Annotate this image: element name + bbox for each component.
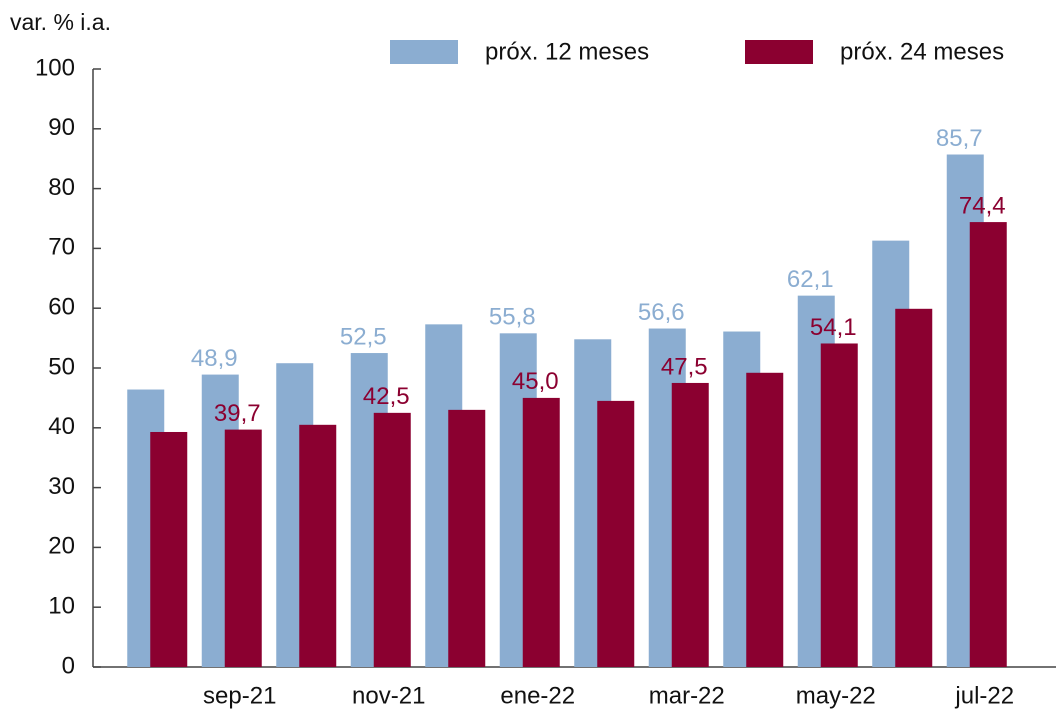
legend-label: próx. 12 meses <box>485 38 649 65</box>
y-tick-label: 40 <box>48 413 75 440</box>
data-label: 39,7 <box>214 400 261 427</box>
x-tick-label: nov-21 <box>352 682 425 709</box>
y-tick-label: 30 <box>48 473 75 500</box>
y-tick-label: 0 <box>62 652 75 679</box>
data-label: 42,5 <box>363 383 410 410</box>
x-tick-label: sep-21 <box>203 682 276 709</box>
data-label: 47,5 <box>661 353 708 380</box>
bar <box>895 308 933 667</box>
bar <box>597 400 635 667</box>
x-tick-label: jul-22 <box>954 682 1014 709</box>
y-tick-label: 100 <box>35 54 75 81</box>
data-label: 56,6 <box>638 299 685 326</box>
x-tick-label: may-22 <box>796 682 876 709</box>
y-tick-label: 50 <box>48 353 75 380</box>
data-label: 74,4 <box>959 192 1006 219</box>
bar <box>522 397 560 667</box>
x-tick-label: ene-22 <box>500 682 575 709</box>
legend-label: próx. 24 meses <box>840 38 1004 65</box>
data-label: 62,1 <box>787 266 834 293</box>
y-tick-label: 10 <box>48 593 75 620</box>
bar <box>373 412 411 667</box>
data-label: 85,7 <box>936 125 983 152</box>
bar <box>448 409 486 667</box>
bar <box>746 372 784 667</box>
y-tick-label: 90 <box>48 114 75 141</box>
legend-swatch <box>390 40 458 64</box>
x-tick-label: mar-22 <box>649 682 725 709</box>
data-label: 55,8 <box>489 304 536 331</box>
y-axis-label: var. % i.a. <box>10 9 111 35</box>
bar <box>299 424 337 667</box>
bar <box>671 382 709 667</box>
bar <box>820 343 858 667</box>
y-tick-label: 20 <box>48 533 75 560</box>
bar <box>150 431 188 667</box>
y-tick-label: 60 <box>48 294 75 321</box>
y-tick-label: 80 <box>48 174 75 201</box>
data-label: 48,9 <box>191 345 238 372</box>
legend-swatch <box>745 40 813 64</box>
data-label: 52,5 <box>340 323 387 350</box>
bar <box>969 222 1007 667</box>
y-tick-label: 70 <box>48 234 75 261</box>
data-label: 54,1 <box>810 314 857 341</box>
bar <box>224 429 262 667</box>
data-label: 45,0 <box>512 368 559 395</box>
